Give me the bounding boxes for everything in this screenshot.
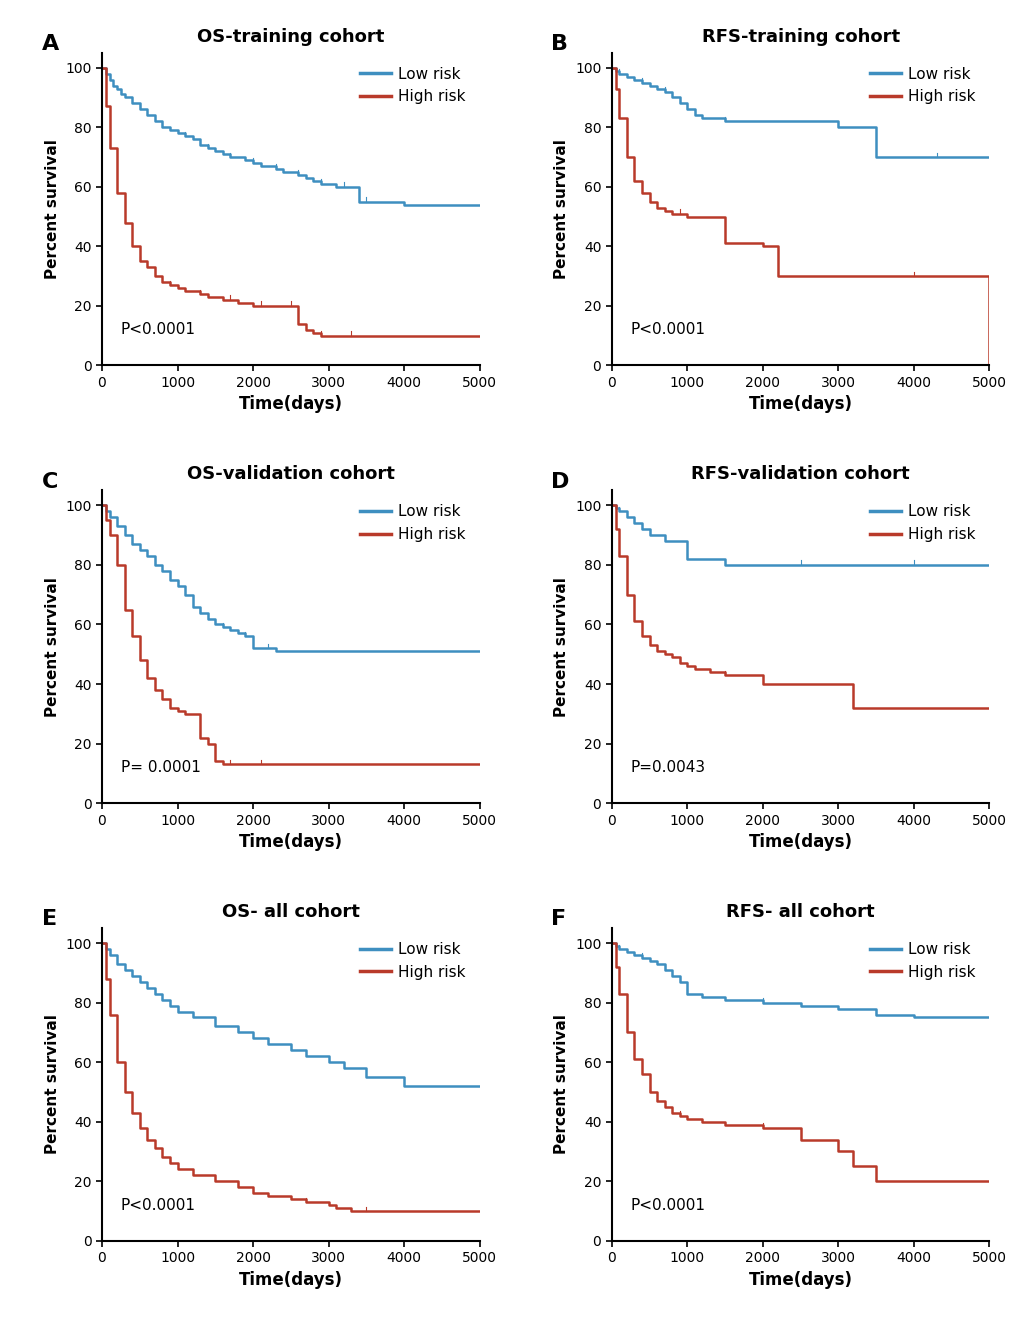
Title: OS-validation cohort: OS-validation cohort: [186, 466, 394, 483]
Legend: Low risk, High risk: Low risk, High risk: [863, 498, 981, 548]
Y-axis label: Percent survival: Percent survival: [554, 139, 569, 279]
X-axis label: Time(days): Time(days): [238, 396, 342, 413]
Text: P<0.0001: P<0.0001: [121, 322, 196, 337]
X-axis label: Time(days): Time(days): [238, 1271, 342, 1288]
Text: P<0.0001: P<0.0001: [121, 1197, 196, 1213]
X-axis label: Time(days): Time(days): [748, 396, 852, 413]
Title: RFS-training cohort: RFS-training cohort: [701, 28, 899, 46]
Text: P<0.0001: P<0.0001: [630, 322, 705, 337]
Title: RFS- all cohort: RFS- all cohort: [726, 903, 874, 921]
Text: B: B: [551, 34, 568, 54]
X-axis label: Time(days): Time(days): [238, 833, 342, 851]
Title: RFS-validation cohort: RFS-validation cohort: [691, 466, 909, 483]
Legend: Low risk, High risk: Low risk, High risk: [354, 936, 472, 986]
Legend: Low risk, High risk: Low risk, High risk: [354, 61, 472, 111]
Legend: Low risk, High risk: Low risk, High risk: [354, 498, 472, 548]
Y-axis label: Percent survival: Percent survival: [45, 139, 59, 279]
Text: A: A: [42, 34, 59, 54]
Legend: Low risk, High risk: Low risk, High risk: [863, 61, 981, 111]
Y-axis label: Percent survival: Percent survival: [554, 577, 569, 717]
Y-axis label: Percent survival: Percent survival: [554, 1015, 569, 1155]
Text: P= 0.0001: P= 0.0001: [121, 760, 201, 775]
Title: OS-training cohort: OS-training cohort: [197, 28, 384, 46]
Legend: Low risk, High risk: Low risk, High risk: [863, 936, 981, 986]
Text: F: F: [551, 909, 566, 929]
Y-axis label: Percent survival: Percent survival: [45, 577, 59, 717]
Title: OS- all cohort: OS- all cohort: [222, 903, 360, 921]
Text: C: C: [42, 471, 58, 492]
Text: E: E: [42, 909, 57, 929]
X-axis label: Time(days): Time(days): [748, 1271, 852, 1288]
Text: P=0.0043: P=0.0043: [630, 760, 705, 775]
X-axis label: Time(days): Time(days): [748, 833, 852, 851]
Y-axis label: Percent survival: Percent survival: [45, 1015, 59, 1155]
Text: D: D: [551, 471, 570, 492]
Text: P<0.0001: P<0.0001: [630, 1197, 705, 1213]
